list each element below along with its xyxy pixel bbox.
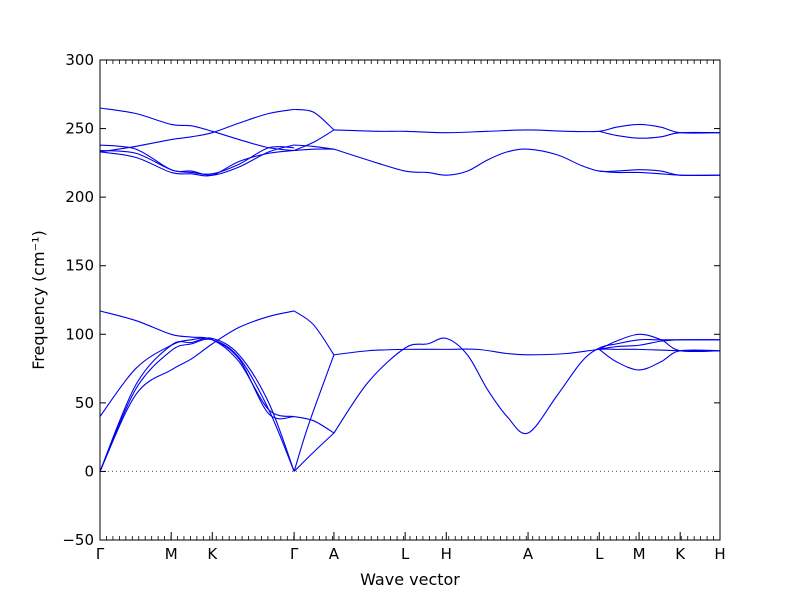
y-tick-label: −50 — [62, 531, 94, 549]
band-line-4 — [99, 310, 295, 420]
band-line-2 — [99, 337, 295, 472]
y-tick-label: 200 — [65, 188, 94, 206]
band-line-8 — [293, 310, 335, 356]
band-line-26 — [599, 170, 721, 176]
band-line-14 — [99, 107, 295, 152]
y-tick-label: 150 — [65, 257, 94, 275]
band-line-7 — [294, 416, 335, 434]
x-tick-label: H — [714, 545, 725, 563]
band-line-20 — [293, 129, 335, 152]
x-tick-label: A — [329, 545, 340, 563]
x-tick-label: M — [633, 545, 646, 563]
band-line-25 — [333, 148, 721, 177]
x-tick-label: A — [523, 545, 534, 563]
band-line-5 — [293, 354, 335, 472]
band-line-3 — [99, 337, 295, 418]
band-line-10 — [333, 348, 721, 356]
x-tick-label: L — [401, 545, 410, 563]
y-tick-label: 50 — [75, 394, 94, 412]
x-tick-label: K — [675, 545, 686, 563]
x-tick-label: K — [207, 545, 218, 563]
band-line-22 — [294, 148, 334, 152]
y-tick-label: 100 — [65, 325, 94, 343]
x-axis-label: Wave vector — [360, 570, 460, 589]
band-line-19 — [294, 108, 335, 131]
x-tick-label: L — [595, 545, 604, 563]
y-axis-label: Frequency (cm⁻¹) — [29, 230, 48, 369]
band-line-24 — [599, 130, 721, 139]
x-tick-label: Γ — [96, 545, 105, 563]
band-line-6 — [293, 432, 335, 472]
y-tick-label: 250 — [65, 120, 94, 138]
y-axis-ticks: −50 0 50 100 150 200 250 300 — [62, 51, 720, 549]
band-line-1 — [99, 310, 295, 472]
x-tick-label: H — [441, 545, 452, 563]
band-line-18 — [99, 146, 295, 175]
band-line-11 — [599, 333, 721, 353]
y-tick-label: 0 — [84, 462, 94, 480]
phonon-bands — [99, 107, 721, 472]
band-line-21 — [294, 144, 335, 150]
y-tick-label: 300 — [65, 51, 94, 69]
band-line-9 — [333, 337, 720, 435]
band-line-12 — [598, 348, 721, 371]
x-tick-label: M — [165, 545, 178, 563]
band-line-13 — [599, 339, 721, 350]
band-line-15 — [99, 108, 295, 153]
x-tick-label: Γ — [290, 545, 299, 563]
band-line-23 — [333, 123, 721, 134]
band-line-17 — [99, 149, 295, 177]
